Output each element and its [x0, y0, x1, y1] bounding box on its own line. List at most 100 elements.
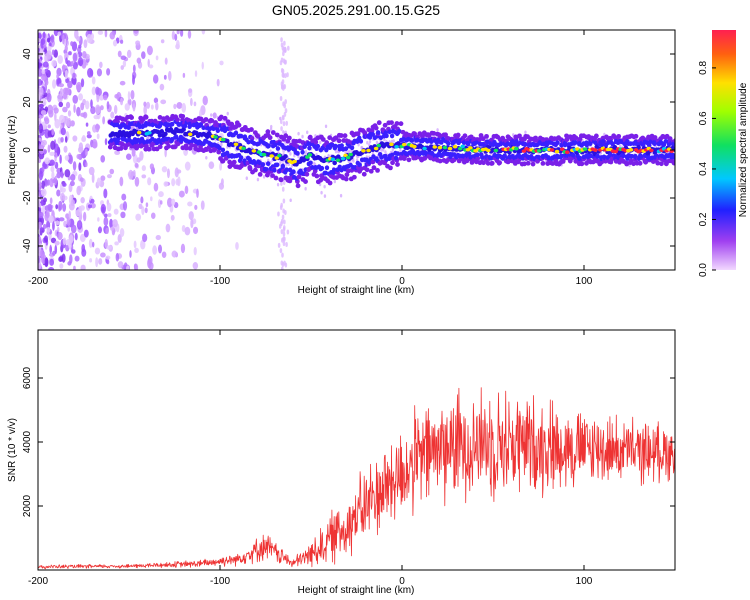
x-tick-label: -100 — [210, 576, 230, 587]
heatmap-cell — [150, 104, 154, 110]
heatmap-cell — [187, 30, 192, 39]
heatmap-cell — [446, 140, 451, 146]
heatmap-cell — [48, 42, 52, 47]
heatmap-cell — [72, 72, 76, 78]
heatmap-cell — [209, 118, 215, 124]
heatmap-cell — [65, 101, 71, 109]
heatmap-cell — [366, 140, 369, 145]
heatmap-cell — [176, 30, 180, 35]
heatmap-cell — [103, 213, 108, 218]
heatmap-cell — [442, 145, 448, 150]
heatmap-cell — [80, 112, 86, 118]
heatmap-cell — [127, 90, 131, 101]
heatmap-cell — [171, 30, 175, 40]
heatmap-cell — [129, 250, 132, 258]
heatmap-cell — [73, 104, 76, 113]
heatmap-cell — [352, 159, 355, 163]
heatmap-cell — [456, 158, 462, 164]
heatmap-cell — [112, 219, 118, 228]
heatmap-cell — [88, 238, 93, 248]
heatmap-cell — [175, 117, 180, 123]
heatmap-cell — [282, 241, 286, 247]
heatmap-cell — [115, 133, 121, 139]
heatmap-cell — [324, 140, 330, 145]
heatmap-cell — [189, 142, 195, 148]
heatmap-cell — [65, 244, 70, 252]
heatmap-cell — [113, 104, 118, 115]
heatmap-cell — [279, 119, 283, 125]
heatmap-cell — [573, 139, 578, 145]
heatmap-cell — [63, 145, 68, 153]
heatmap-cell — [213, 135, 218, 139]
heatmap-cell — [141, 51, 146, 60]
heatmap-cell — [38, 78, 43, 86]
heatmap-cell — [310, 165, 315, 170]
heatmap-cell — [373, 125, 379, 131]
heatmap-cell — [282, 231, 286, 237]
heatmap-cell — [84, 148, 88, 157]
heatmap-cell — [564, 133, 569, 139]
heatmap-cell — [119, 80, 126, 86]
colorbar-label: Normalized spectral amplitude — [738, 82, 749, 217]
heatmap-cell — [285, 241, 288, 247]
heatmap-cell — [265, 161, 271, 167]
colorbar-tick-label: 0.6 — [698, 111, 709, 125]
colorbar-tick-label: 0.8 — [698, 61, 709, 75]
heatmap-cell — [549, 148, 555, 152]
heatmap-cell — [180, 243, 186, 254]
heatmap-cell — [357, 162, 362, 168]
heatmap-y-axis: -40 -20 0 20 40 — [22, 48, 675, 253]
heatmap-cell — [368, 168, 374, 174]
heatmap-cell — [384, 150, 387, 154]
heatmap-cell — [99, 105, 104, 111]
heatmap-cell — [375, 130, 381, 135]
heatmap-cell — [600, 139, 606, 144]
heatmap-cell — [343, 176, 349, 182]
heatmap-cell — [89, 69, 94, 77]
snr-y-axis: 2000 4000 6000 — [22, 366, 675, 517]
heatmap-cell — [279, 95, 283, 101]
heatmap-cell — [276, 182, 280, 187]
heatmap-cell — [280, 163, 286, 169]
heatmap-cell — [262, 175, 266, 179]
heatmap-cell — [49, 197, 53, 205]
heatmap-cell — [118, 146, 124, 151]
heatmap-x-axis: -200 -100 0 100 — [28, 30, 593, 287]
heatmap-cell — [96, 68, 103, 77]
heatmap-cell — [283, 133, 289, 139]
heatmap-cell — [220, 158, 226, 164]
heatmap-cell — [246, 139, 251, 145]
heatmap-cell — [376, 143, 382, 148]
heatmap-cell — [336, 138, 342, 144]
heatmap-cell — [147, 131, 152, 135]
heatmap-cell — [63, 220, 67, 228]
heatmap-cell — [530, 161, 536, 167]
heatmap-cell — [80, 78, 85, 88]
heatmap-cell — [284, 108, 288, 114]
heatmap-cell — [226, 111, 229, 116]
heatmap-cell — [107, 213, 112, 218]
heatmap-cell — [122, 201, 128, 211]
heatmap-cell — [303, 179, 308, 184]
heatmap-cell — [637, 160, 643, 166]
heatmap-cell — [189, 97, 193, 107]
heatmap-cell — [105, 227, 109, 234]
heatmap-cell — [270, 130, 276, 135]
colorbar-ticks: 0.0 0.2 0.4 0.6 0.8 — [698, 61, 716, 277]
heatmap-cell — [489, 160, 495, 166]
heatmap-cell — [301, 134, 304, 139]
heatmap-cell — [76, 153, 81, 160]
heatmap-cell — [143, 105, 148, 115]
heatmap-cell — [550, 161, 556, 166]
heatmap-cell — [401, 142, 407, 147]
heatmap-cell — [194, 70, 198, 78]
heatmap-cell — [96, 94, 100, 103]
heatmap-cell — [158, 191, 164, 198]
heatmap-cell — [39, 49, 44, 56]
heatmap-cell — [100, 252, 106, 258]
heatmap-cell — [46, 226, 51, 233]
heatmap-cell — [382, 148, 385, 152]
heatmap-cell — [584, 142, 590, 148]
heatmap-cell — [157, 132, 163, 138]
